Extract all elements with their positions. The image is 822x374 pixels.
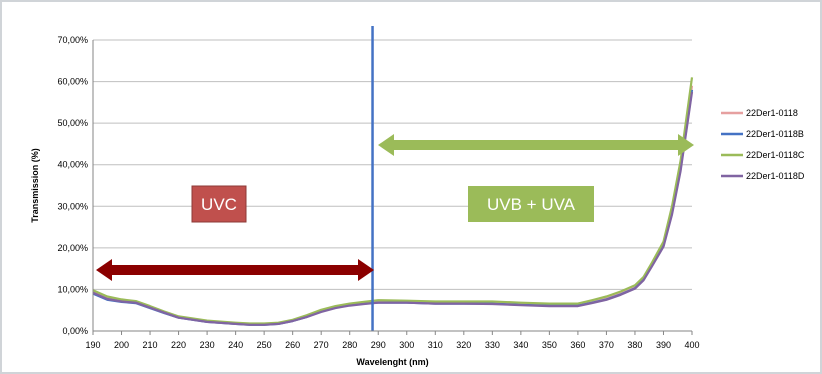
uvb-uva-label: UVB + UVA (487, 195, 576, 214)
y-tick-label: 60,00% (57, 77, 88, 87)
y-tick-label: 20,00% (57, 243, 88, 253)
uvc-label: UVC (201, 195, 237, 214)
x-tick-label: 240 (228, 340, 243, 350)
legend: 22Der1-0118 22Der1-0118B 22Der1-0118C 22Der… (721, 108, 805, 181)
legend-entry: 22Der1-0118B (746, 129, 804, 139)
x-tick-label: 300 (399, 340, 414, 350)
y-tick-label: 30,00% (57, 201, 88, 211)
uvb-uva-double-arrow (378, 134, 694, 156)
y-tick-label: 70,00% (57, 35, 88, 45)
x-tick-label: 400 (684, 340, 699, 350)
x-tick-label: 220 (171, 340, 186, 350)
x-tick-label: 340 (513, 340, 528, 350)
x-tick-label: 330 (485, 340, 500, 350)
x-tick-label: 320 (456, 340, 471, 350)
x-tick-label: 380 (627, 340, 642, 350)
series-line-1 (92, 85, 694, 326)
x-tick-label: 260 (285, 340, 300, 350)
legend-entry: 22Der1-0118 (746, 108, 798, 118)
legend-entry: 22Der1-0118C (746, 150, 805, 160)
axes: 0,00% 10,00% 20,00% 30,00% 40,00% 50,00% 60,00… (57, 35, 699, 350)
series-lines (92, 77, 694, 326)
x-tick-label: 350 (542, 340, 557, 350)
x-tick-label: 190 (85, 340, 100, 350)
x-axis-title: Wavelenght (nm) (356, 357, 428, 367)
uvc-label-box (191, 185, 247, 223)
y-axis-title: Transmission (%) (30, 148, 40, 223)
series-line-4 (92, 91, 694, 326)
uvc-double-arrow (96, 259, 374, 281)
y-tick-label: 10,00% (57, 284, 88, 294)
grid-lines (93, 39, 692, 332)
uvb-uva-label-box (468, 186, 594, 222)
x-tick-label: 250 (257, 340, 272, 350)
annotations: UVC UVB + UVA (96, 26, 694, 331)
x-tick-label: 210 (143, 340, 158, 350)
x-tick-label: 310 (428, 340, 443, 350)
y-tick-label: 0,00% (62, 326, 88, 336)
x-tick-label: 370 (599, 340, 614, 350)
y-tick-label: 50,00% (57, 118, 88, 128)
legend-entry: 22Der1-0118D (746, 171, 805, 181)
x-tick-label: 360 (570, 340, 585, 350)
x-tick-label: 290 (371, 340, 386, 350)
x-tick-label: 270 (314, 340, 329, 350)
x-tick-label: 230 (200, 340, 215, 350)
x-tick-label: 200 (114, 340, 129, 350)
x-tick-label: 280 (342, 340, 357, 350)
y-tick-label: 40,00% (57, 160, 88, 170)
series-line-3 (92, 77, 694, 325)
x-tick-label: 390 (656, 340, 671, 350)
